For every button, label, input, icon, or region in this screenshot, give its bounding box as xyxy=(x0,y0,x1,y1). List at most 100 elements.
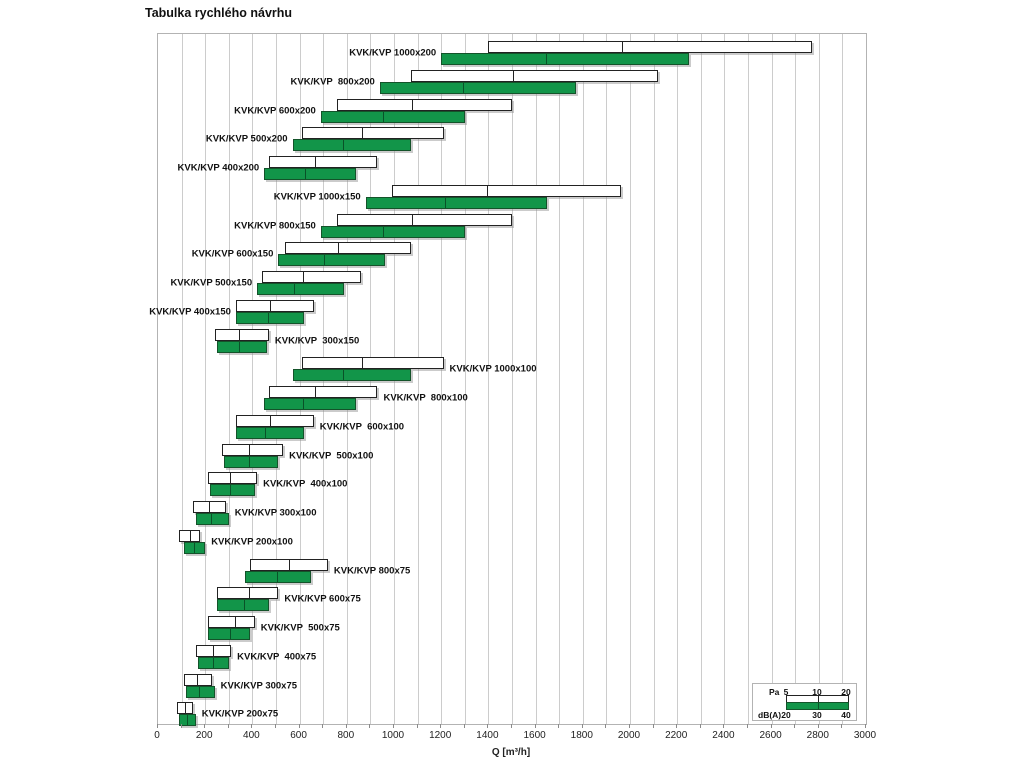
pa-bar-mid-mark xyxy=(248,445,250,455)
gridline xyxy=(417,34,419,724)
row-label: KVK/KVP 500x100 xyxy=(289,450,374,462)
dba-bar xyxy=(441,53,689,65)
pa-bar xyxy=(183,674,213,686)
dba-bar-mid-mark xyxy=(276,572,278,582)
pa-bar xyxy=(207,616,255,628)
gridline xyxy=(181,34,183,724)
x-axis-tick xyxy=(841,724,843,728)
dba-bar-mid-mark xyxy=(305,169,307,179)
dba-bar xyxy=(292,139,411,151)
x-axis-tick-label: 2600 xyxy=(759,730,782,741)
row-label: KVK/KVP 1000x100 xyxy=(449,363,537,375)
row-label: KVK/KVP 300x100 xyxy=(234,507,317,519)
row-label: KVK/KVP 500x150 xyxy=(170,277,253,289)
dba-bar xyxy=(320,111,465,123)
x-axis-tick xyxy=(416,724,418,728)
x-axis-tick xyxy=(322,724,324,728)
x-axis-tick xyxy=(463,724,465,728)
x-axis-tick-label: 1600 xyxy=(523,730,546,741)
pa-bar-mid-mark xyxy=(302,272,304,282)
x-axis-tick xyxy=(865,724,866,728)
pa-bar xyxy=(195,645,232,657)
x-axis-tick-label: 1000 xyxy=(381,730,405,741)
dba-bar-mid-mark xyxy=(302,399,304,409)
pa-bar-mid-mark xyxy=(361,128,363,138)
x-axis-tick xyxy=(275,724,276,728)
x-axis-tick xyxy=(558,724,560,728)
dba-bar xyxy=(278,254,385,266)
row-label: KVK/KVP 1000x150 xyxy=(273,191,361,203)
pa-bar xyxy=(391,185,621,197)
row-label: KVK/KVP 800x150 xyxy=(234,220,316,232)
pa-bar-mid-mark xyxy=(411,215,413,225)
dba-bar-mid-mark xyxy=(194,543,196,553)
pa-bar xyxy=(301,357,444,369)
row-label: KVK/KVP 600x200 xyxy=(234,105,316,117)
gridline xyxy=(535,34,537,724)
pa-bar xyxy=(268,156,378,168)
pa-bar xyxy=(221,444,284,456)
legend: Pa 5 10 20 dB(A) 20 30 40 xyxy=(752,683,857,721)
gridline xyxy=(606,34,608,724)
gridline xyxy=(559,34,561,724)
row-label: KVK/KVP 500x75 xyxy=(260,622,340,634)
dba-bar xyxy=(179,714,196,726)
dba-bar xyxy=(195,513,229,525)
pa-bar-mid-mark xyxy=(248,588,250,598)
pa-bar-mid-mark xyxy=(314,157,316,167)
dba-bar xyxy=(224,456,279,468)
x-axis-tick-label: 600 xyxy=(290,730,307,741)
dba-bar-mid-mark xyxy=(546,54,548,64)
dba-bar xyxy=(217,341,267,353)
pa-bar xyxy=(214,329,269,341)
x-axis-tick xyxy=(180,724,182,728)
pa-bar-mid-mark xyxy=(288,560,290,570)
row-label: KVK/KVP 600x150 xyxy=(191,248,274,260)
pa-bar-mid-mark xyxy=(512,71,514,81)
dba-bar xyxy=(207,628,251,640)
pa-bar xyxy=(250,559,328,571)
gridline xyxy=(276,34,277,724)
x-axis-title: Q [m³/h] xyxy=(491,747,531,758)
dba-bar-mid-mark xyxy=(267,313,269,323)
dba-bar-mid-mark xyxy=(229,629,231,639)
x-axis-tick xyxy=(345,724,347,728)
pa-bar xyxy=(488,41,812,53)
dba-bar-mid-mark xyxy=(229,485,231,495)
x-axis-tick xyxy=(393,724,394,728)
row-label: KVK/KVP 600x75 xyxy=(284,593,361,605)
pa-bar-mid-mark xyxy=(361,358,363,368)
dba-bar-mid-mark xyxy=(199,687,201,697)
x-axis-tick-label: 2800 xyxy=(806,730,829,741)
dba-bar-mid-mark xyxy=(383,227,385,237)
gridline xyxy=(441,34,443,724)
x-axis-tick-label: 0 xyxy=(154,730,160,741)
pa-bar xyxy=(301,127,444,139)
row-label: KVK/KVP 600x100 xyxy=(319,421,405,433)
pa-bar xyxy=(193,501,227,513)
x-axis-tick xyxy=(227,724,229,728)
legend-dba-tick-40: 40 xyxy=(841,710,851,720)
dba-bar-mid-mark xyxy=(324,255,326,265)
dba-bar-mid-mark xyxy=(213,658,215,668)
x-axis-tick xyxy=(369,724,371,728)
pa-bar xyxy=(285,242,411,254)
pa-bar-mid-mark xyxy=(239,330,241,340)
row-label: KVK/KVP 200x75 xyxy=(201,708,279,720)
x-axis-tick xyxy=(511,724,512,728)
pa-bar xyxy=(261,271,361,283)
pa-bar-mid-mark xyxy=(213,646,215,656)
gridline xyxy=(795,34,797,724)
row-label: KVK/KVP 400x200 xyxy=(177,162,260,174)
pa-bar xyxy=(235,300,314,312)
x-axis-tick xyxy=(676,724,678,728)
row-label: KVK/KVP 500x200 xyxy=(205,133,288,145)
pa-bar-mid-mark xyxy=(208,502,210,512)
dba-bar xyxy=(183,542,206,554)
pa-bar xyxy=(179,530,201,542)
pa-bar-mid-mark xyxy=(621,42,623,52)
gridline xyxy=(488,34,490,724)
dba-bar xyxy=(264,398,357,410)
gridline xyxy=(205,34,207,724)
